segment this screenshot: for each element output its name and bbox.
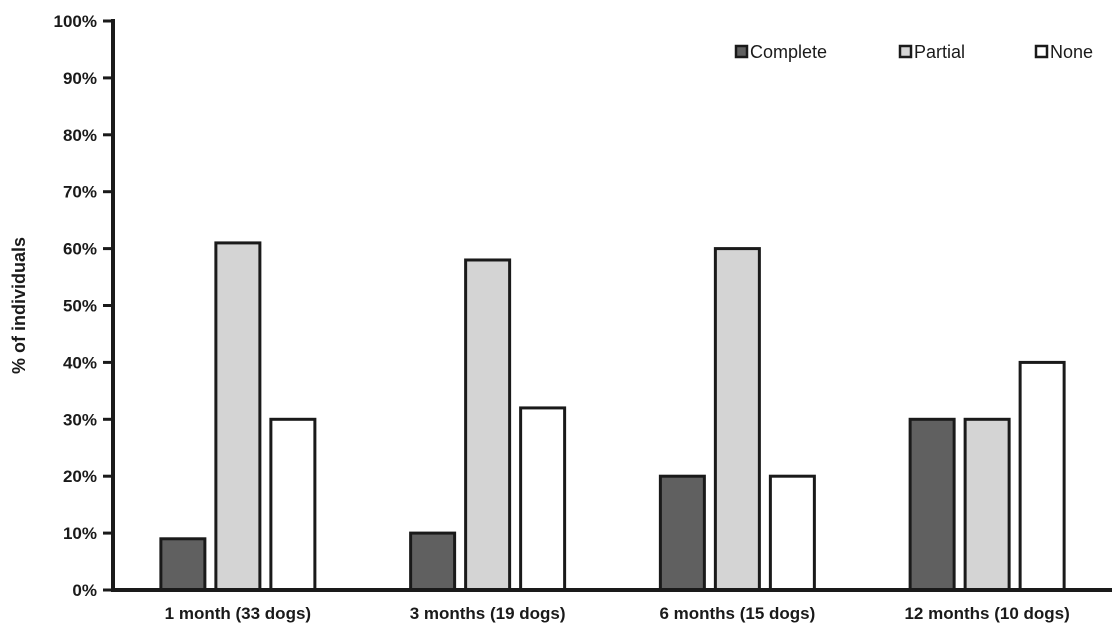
bar-none [269, 417, 317, 592]
x-axis-category-labels: 1 month (33 dogs) 3 months (19 dogs) 6 mon… [165, 604, 1070, 623]
legend: Complete Partial None [734, 42, 1093, 62]
legend-swatch-none [1034, 44, 1049, 59]
y-tick-label: 60% [63, 240, 97, 259]
axes [111, 19, 1112, 592]
y-axis-title: % of individuals [9, 237, 29, 374]
y-axis-ticks: 0% 10% 20% 30% 40% 50% 60% 70% 80% 90% 100% [54, 12, 113, 600]
y-tick-label: 80% [63, 126, 97, 145]
bar-partial [713, 247, 761, 592]
bar-partial [214, 241, 262, 592]
x-category-label: 12 months (10 dogs) [904, 604, 1069, 623]
y-tick-label: 40% [63, 353, 97, 372]
legend-swatch-partial [898, 44, 913, 59]
legend-label-none: None [1050, 42, 1093, 62]
bar-complete [159, 537, 207, 592]
bar-complete [409, 531, 457, 592]
y-tick-label: 20% [63, 467, 97, 486]
x-category-label: 1 month (33 dogs) [165, 604, 311, 623]
legend-swatch-complete [734, 44, 749, 59]
x-category-label: 3 months (19 dogs) [410, 604, 566, 623]
y-tick-label: 10% [63, 524, 97, 543]
legend-label-complete: Complete [750, 42, 827, 62]
bar-complete [908, 417, 956, 592]
bar-none [519, 406, 567, 592]
x-category-label: 6 months (15 dogs) [659, 604, 815, 623]
y-tick-label: 70% [63, 183, 97, 202]
bar-none [1018, 360, 1066, 592]
y-tick-label: 90% [63, 69, 97, 88]
legend-label-partial: Partial [914, 42, 965, 62]
y-axis-label: % of individuals [9, 237, 29, 374]
bar-complete [658, 474, 706, 592]
bar-none [768, 474, 816, 592]
bar-partial [963, 417, 1011, 592]
bar-partial [464, 258, 512, 592]
y-tick-label: 0% [72, 581, 97, 600]
bars [159, 241, 1066, 592]
y-tick-label: 50% [63, 297, 97, 316]
y-tick-label: 100% [54, 12, 97, 31]
y-tick-label: 30% [63, 410, 97, 429]
